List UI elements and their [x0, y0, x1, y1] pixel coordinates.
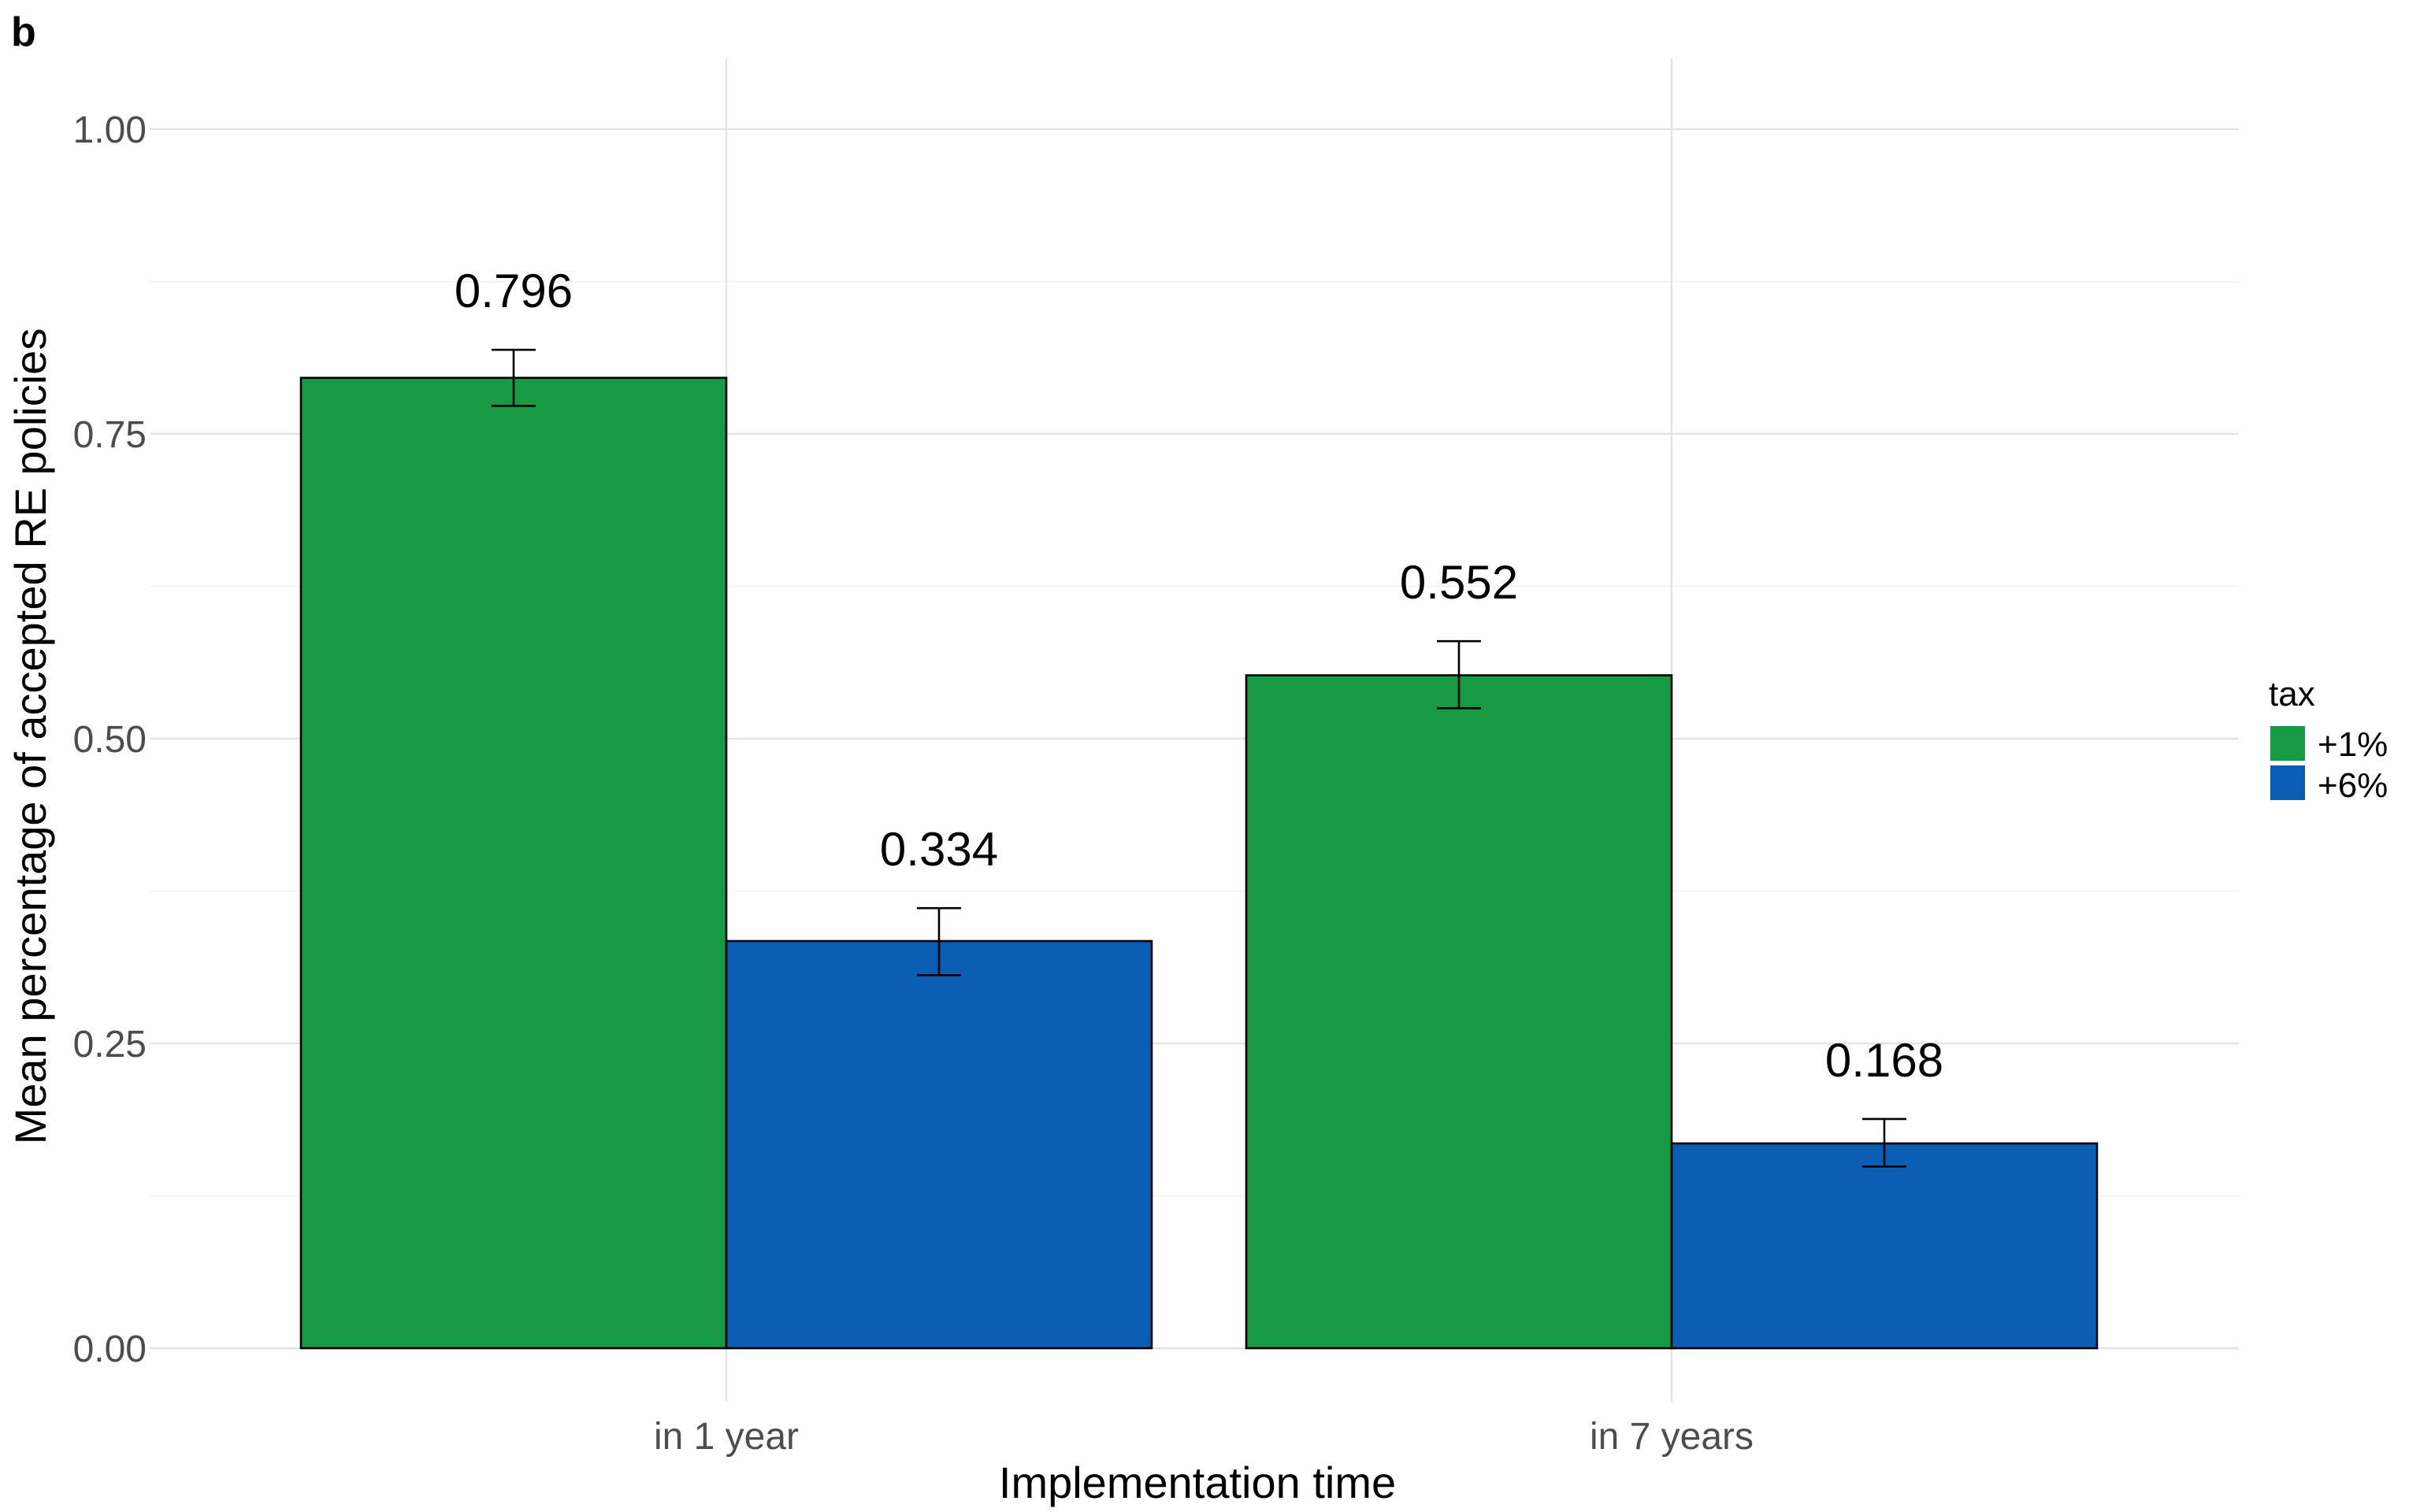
- data-label: 0.796: [455, 265, 573, 317]
- bar: [299, 376, 728, 1350]
- y-tick-label: 0.50: [73, 719, 147, 761]
- bar: [725, 939, 1153, 1350]
- legend-label-series-2: +6%: [2318, 766, 2388, 805]
- panel-label: b: [11, 9, 36, 55]
- data-labels-group: 0.796 0.552 0.334 0.168: [455, 265, 1943, 1087]
- legend-key-series-2: [2270, 765, 2305, 800]
- y-axis-title: Mean percentage of accepted RE policies: [6, 328, 55, 1145]
- y-tick-label: 0.25: [73, 1024, 147, 1065]
- legend-key-series-1: [2270, 726, 2305, 761]
- legend: tax +1% +6%: [2269, 675, 2388, 805]
- error-bars-group: [492, 348, 1906, 1168]
- x-tick-label: in 1 year: [654, 1416, 799, 1458]
- legend-label-series-1: +1%: [2318, 725, 2388, 764]
- bar: [1670, 1142, 2099, 1350]
- bar: [1245, 674, 1673, 1350]
- y-axis-ticks: 0.00 0.25 0.50 0.75 1.00: [73, 109, 147, 1370]
- y-tick-label: 0.75: [73, 414, 147, 456]
- x-tick-label: in 7 years: [1590, 1416, 1754, 1458]
- y-tick-label: 1.00: [73, 109, 147, 151]
- data-label: 0.168: [1825, 1034, 1943, 1087]
- x-axis-title: Implementation time: [999, 1458, 1396, 1507]
- data-label: 0.334: [880, 823, 998, 876]
- x-axis-ticks: in 1 year in 7 years: [654, 1416, 1754, 1458]
- data-label: 0.552: [1400, 556, 1518, 609]
- legend-title: tax: [2269, 675, 2315, 713]
- bars-group: [299, 376, 2099, 1350]
- y-tick-label: 0.00: [73, 1329, 147, 1370]
